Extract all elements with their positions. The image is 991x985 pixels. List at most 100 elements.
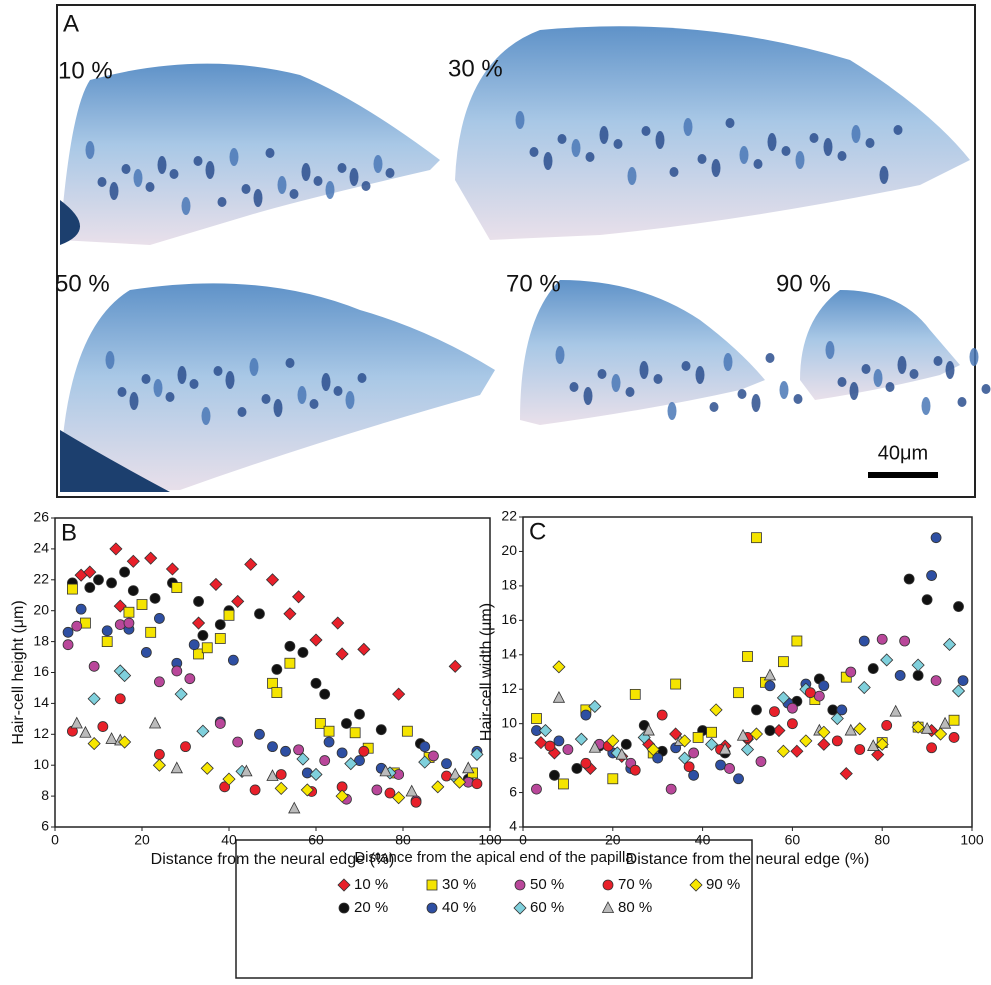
nucleus	[583, 387, 593, 405]
nucleus	[277, 176, 287, 194]
x-tick-label: 60	[785, 832, 801, 848]
point	[266, 769, 279, 781]
nucleus	[711, 159, 721, 177]
x-axis-label: Distance from the neural edge (%)	[626, 851, 870, 868]
point	[534, 736, 548, 750]
nucleus	[273, 399, 283, 417]
nucleus	[837, 151, 847, 161]
point	[310, 677, 322, 689]
y-tick-label: 22	[33, 571, 49, 587]
point	[197, 630, 209, 641]
point	[184, 673, 196, 685]
x-tick-label: 0	[519, 832, 527, 848]
point	[740, 742, 755, 757]
point	[113, 599, 127, 613]
point	[62, 626, 74, 638]
point	[153, 613, 165, 624]
nucleus	[809, 133, 819, 143]
nucleus	[189, 379, 199, 389]
nucleus	[181, 197, 191, 215]
point	[751, 704, 762, 716]
point	[354, 755, 365, 766]
point	[957, 675, 969, 687]
nucleus	[289, 189, 299, 199]
point	[101, 625, 113, 637]
y-tick-label: 20	[33, 601, 49, 617]
point	[319, 755, 331, 766]
point	[787, 702, 798, 714]
point	[934, 727, 948, 741]
point	[275, 769, 287, 780]
point	[174, 687, 188, 701]
point	[180, 741, 191, 753]
nucleus	[213, 366, 223, 376]
point	[854, 744, 866, 755]
nucleus	[597, 369, 607, 379]
nucleus	[669, 167, 679, 177]
legend-marker	[513, 901, 527, 915]
point	[153, 676, 165, 688]
point	[871, 748, 885, 762]
nucleus	[849, 382, 859, 400]
point	[371, 784, 383, 796]
point	[418, 755, 432, 769]
nucleus	[117, 387, 127, 397]
point	[580, 709, 592, 721]
point	[148, 716, 162, 729]
nucleus	[765, 353, 775, 363]
nucleus	[529, 147, 539, 157]
y-tick-label: 10	[33, 756, 49, 772]
point	[953, 601, 964, 612]
point	[393, 769, 405, 780]
point	[101, 636, 113, 647]
point	[405, 784, 418, 797]
point	[764, 725, 776, 736]
point	[538, 723, 553, 738]
point	[127, 585, 139, 597]
nucleus	[571, 139, 581, 157]
point	[951, 684, 966, 698]
legend-marker	[601, 901, 615, 913]
point	[344, 757, 358, 771]
point	[284, 657, 296, 669]
point	[223, 609, 235, 621]
micrograph	[455, 26, 970, 240]
point	[764, 680, 776, 692]
point	[267, 741, 278, 753]
nucleus	[739, 146, 749, 164]
nucleus	[515, 111, 525, 129]
x-tick-label: 40	[695, 832, 711, 848]
point	[288, 801, 301, 814]
legend-label: 60 %	[530, 899, 564, 916]
nucleus	[285, 358, 295, 368]
nucleus	[349, 168, 359, 186]
point	[354, 708, 365, 720]
nucleus	[297, 386, 307, 404]
point	[219, 781, 231, 793]
point	[214, 633, 226, 644]
nucleus	[779, 381, 789, 399]
point	[152, 758, 166, 772]
point	[836, 704, 848, 716]
nucleus	[683, 118, 693, 136]
plot-frame	[522, 516, 973, 828]
point	[857, 680, 871, 695]
legend-label: 90 %	[706, 876, 740, 893]
y-tick-label: 26	[33, 509, 49, 525]
legend-label: 70 %	[618, 876, 652, 893]
nucleus	[897, 356, 907, 374]
point	[106, 577, 117, 589]
panel-a: A 10 % 30 % 50 % 70 % 90 % 40μm	[55, 4, 991, 498]
point	[136, 599, 148, 610]
point	[531, 783, 542, 795]
point	[912, 670, 924, 681]
point	[749, 727, 764, 741]
nucleus	[585, 152, 595, 162]
nucleus	[737, 389, 747, 399]
nucleus	[543, 152, 553, 170]
nucleus	[825, 341, 835, 359]
nucleus	[201, 407, 211, 425]
scale-bar-label: 40μm	[878, 442, 928, 464]
legend: Distance from the apical end of the papi…	[235, 839, 753, 979]
